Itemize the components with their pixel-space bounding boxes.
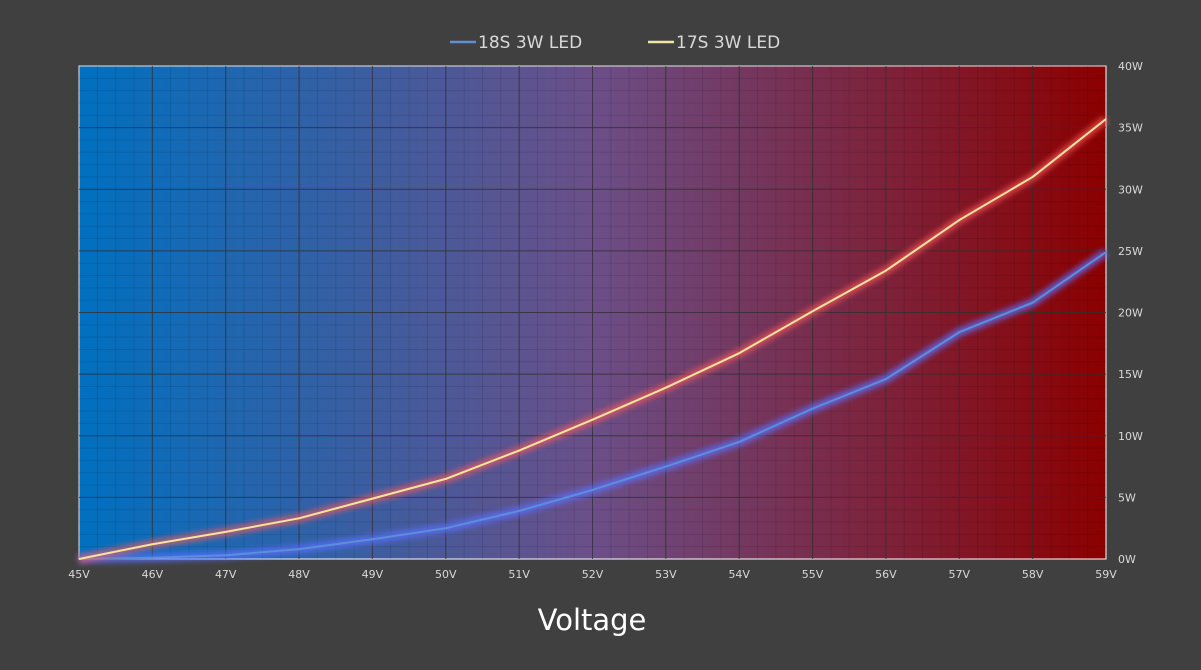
x-axis-title: Voltage (538, 603, 647, 637)
x-tick-label: 59V (1095, 568, 1117, 581)
legend: 18S 3W LED 17S 3W LED (450, 33, 780, 53)
y-tick-label: 40W (1118, 60, 1143, 73)
y-tick-label: 20W (1118, 307, 1143, 320)
x-tick-label: 51V (508, 568, 530, 581)
major-grid (79, 66, 1106, 559)
x-tick-label: 53V (655, 568, 677, 581)
x-axis-ticks: 45V 46V 47V 48V 49V 50V 51V 52V 53V 54V 55V 56V 57V 5… (68, 568, 1117, 581)
x-tick-label: 58V (1022, 568, 1044, 581)
series-line-1 (78, 118, 1107, 560)
x-tick-label: 50V (435, 568, 457, 581)
x-tick-label: 56V (875, 568, 897, 581)
x-tick-label: 48V (288, 568, 310, 581)
x-tick-label: 47V (215, 568, 237, 581)
x-tick-label: 49V (362, 568, 384, 581)
x-tick-label: 46V (142, 568, 164, 581)
x-tick-label: 52V (582, 568, 604, 581)
x-tick-label: 55V (802, 568, 824, 581)
x-tick-label: 54V (728, 568, 750, 581)
y-tick-label: 10W (1118, 430, 1143, 443)
y-tick-label: 25W (1118, 245, 1143, 258)
x-tick-label: 57V (949, 568, 971, 581)
y-tick-label: 35W (1118, 122, 1143, 135)
y-tick-label: 30W (1118, 183, 1143, 196)
y-tick-label: 15W (1118, 368, 1143, 381)
series-line-0 (78, 251, 1107, 560)
y-tick-label: 0W (1118, 553, 1136, 566)
legend-label-18s: 18S 3W LED (478, 33, 582, 53)
y-tick-label: 5W (1118, 491, 1136, 504)
x-tick-label: 45V (68, 568, 90, 581)
legend-label-17s: 17S 3W LED (676, 33, 780, 53)
y-axis-ticks: 0W 5W 10W 15W 20W 25W 30W 35W 40W (1118, 60, 1143, 566)
series-layer (78, 115, 1109, 563)
